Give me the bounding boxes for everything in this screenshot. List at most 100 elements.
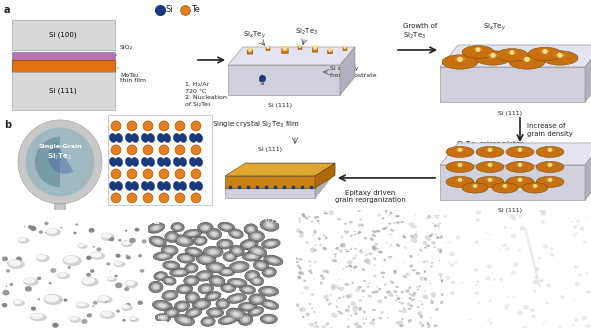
Circle shape: [511, 271, 516, 275]
Ellipse shape: [347, 326, 350, 328]
Ellipse shape: [326, 322, 329, 326]
Ellipse shape: [296, 261, 297, 262]
Ellipse shape: [310, 247, 316, 253]
Circle shape: [159, 169, 169, 179]
Ellipse shape: [386, 214, 387, 215]
Ellipse shape: [173, 181, 181, 190]
Circle shape: [143, 145, 153, 155]
Ellipse shape: [348, 308, 349, 309]
Ellipse shape: [374, 324, 375, 325]
Ellipse shape: [78, 244, 87, 249]
Ellipse shape: [389, 244, 392, 246]
Ellipse shape: [358, 299, 362, 302]
Ellipse shape: [427, 324, 431, 327]
Text: Si$_2$Te$_3$: Si$_2$Te$_3$: [47, 152, 73, 162]
Ellipse shape: [46, 229, 61, 236]
Ellipse shape: [329, 257, 330, 258]
Text: a: a: [4, 5, 11, 15]
Ellipse shape: [314, 249, 316, 251]
Ellipse shape: [337, 218, 341, 220]
Ellipse shape: [430, 317, 431, 318]
Ellipse shape: [245, 288, 251, 291]
Circle shape: [132, 320, 134, 321]
Circle shape: [143, 169, 153, 179]
Ellipse shape: [160, 317, 165, 320]
Ellipse shape: [372, 309, 376, 311]
Circle shape: [543, 323, 544, 324]
Ellipse shape: [70, 317, 81, 323]
Ellipse shape: [209, 230, 220, 238]
Circle shape: [450, 263, 454, 267]
FancyBboxPatch shape: [312, 48, 318, 52]
Circle shape: [540, 279, 543, 282]
Ellipse shape: [158, 274, 163, 278]
Circle shape: [573, 225, 577, 229]
Ellipse shape: [298, 272, 301, 275]
Ellipse shape: [339, 287, 344, 291]
Circle shape: [299, 46, 301, 47]
Ellipse shape: [440, 279, 443, 282]
Ellipse shape: [407, 302, 410, 306]
Circle shape: [543, 244, 548, 249]
Ellipse shape: [320, 282, 323, 284]
Ellipse shape: [341, 243, 345, 246]
Ellipse shape: [405, 291, 406, 292]
Ellipse shape: [321, 325, 326, 328]
Ellipse shape: [228, 255, 233, 258]
Circle shape: [175, 121, 185, 131]
Ellipse shape: [424, 277, 427, 281]
Ellipse shape: [301, 213, 305, 217]
Ellipse shape: [209, 309, 221, 316]
Ellipse shape: [370, 237, 374, 241]
Text: 1 μm: 1 μm: [448, 314, 464, 318]
Ellipse shape: [427, 239, 430, 241]
Ellipse shape: [408, 319, 412, 323]
Ellipse shape: [258, 263, 264, 267]
Ellipse shape: [322, 247, 327, 250]
Ellipse shape: [185, 247, 203, 256]
Circle shape: [37, 277, 41, 280]
Circle shape: [460, 282, 463, 284]
Text: e: e: [300, 216, 307, 226]
Circle shape: [476, 280, 479, 283]
Circle shape: [159, 145, 169, 155]
Ellipse shape: [254, 279, 259, 283]
Text: 720 °C: 720 °C: [413, 216, 439, 225]
Ellipse shape: [328, 302, 332, 305]
Text: 675 °C: 675 °C: [265, 216, 291, 225]
Ellipse shape: [402, 309, 407, 314]
Ellipse shape: [309, 265, 311, 267]
Ellipse shape: [262, 221, 276, 230]
Ellipse shape: [355, 322, 359, 325]
Ellipse shape: [174, 235, 194, 247]
Ellipse shape: [251, 232, 262, 240]
Ellipse shape: [342, 268, 345, 270]
Ellipse shape: [354, 231, 356, 232]
Ellipse shape: [308, 260, 311, 262]
Circle shape: [488, 163, 492, 167]
Circle shape: [571, 324, 574, 326]
Ellipse shape: [226, 308, 246, 320]
Ellipse shape: [313, 230, 317, 234]
Ellipse shape: [350, 270, 352, 271]
Ellipse shape: [189, 279, 194, 283]
Circle shape: [6, 269, 10, 273]
Ellipse shape: [405, 273, 410, 276]
Ellipse shape: [506, 146, 534, 157]
Ellipse shape: [382, 227, 387, 230]
Ellipse shape: [329, 300, 331, 301]
Ellipse shape: [296, 261, 299, 263]
Circle shape: [447, 262, 450, 264]
Ellipse shape: [350, 315, 352, 317]
Circle shape: [175, 145, 185, 155]
Circle shape: [538, 257, 541, 259]
Ellipse shape: [258, 286, 279, 296]
Ellipse shape: [434, 324, 437, 327]
Circle shape: [454, 261, 457, 264]
Ellipse shape: [496, 49, 528, 61]
Circle shape: [531, 315, 535, 318]
Ellipse shape: [308, 276, 309, 277]
Ellipse shape: [363, 237, 367, 239]
Ellipse shape: [173, 157, 181, 166]
Ellipse shape: [340, 246, 343, 247]
